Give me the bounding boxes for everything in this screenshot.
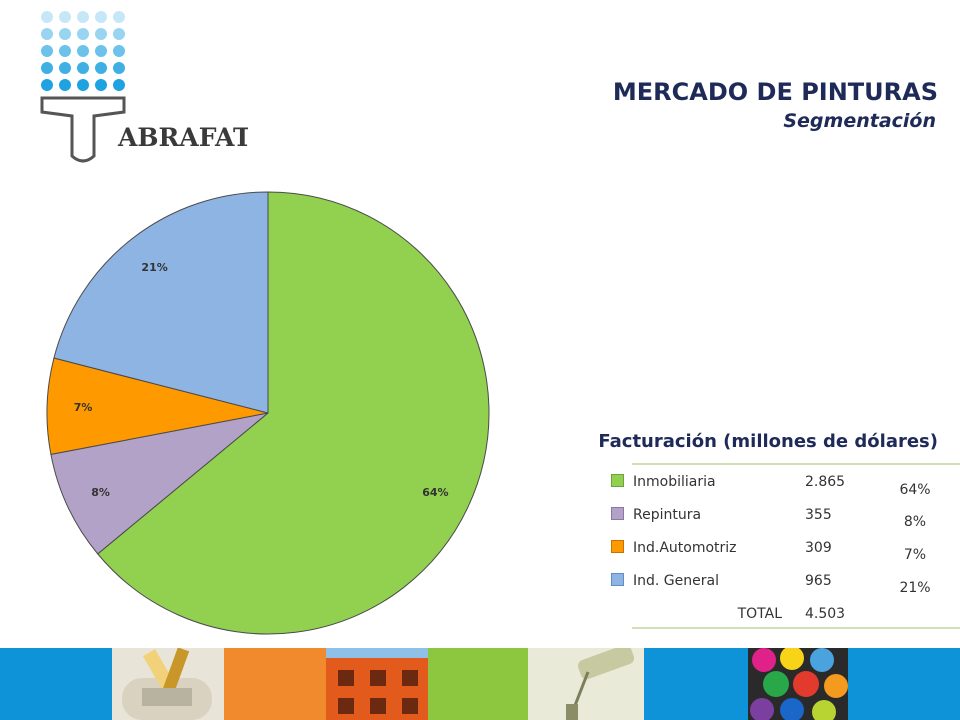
strip-blue-block-2 [644, 648, 748, 720]
logo-text: ABRAFATI [117, 123, 248, 152]
table-top-rule [632, 463, 960, 465]
row-pct-general: 21% [899, 580, 931, 596]
row-pct-automotriz: 7% [903, 547, 927, 563]
row-value-inmobiliaria: 2.865 [805, 474, 846, 490]
pie-slice-1 [50, 412, 269, 555]
strip-blue-block [0, 648, 112, 720]
row-label-repintura: Repintura [633, 507, 702, 523]
row-label-automotriz: Ind.Automotriz [633, 540, 737, 556]
row-value-repintura: 355 [805, 507, 832, 523]
row-value-automotriz: 309 [805, 540, 832, 556]
strip-blue-block-3 [848, 648, 960, 720]
paint-cans-photo [748, 648, 848, 720]
pie-slice-3 [53, 191, 269, 414]
row-pct-repintura: 8% [903, 514, 927, 530]
pie-label-1: 8% [91, 486, 110, 499]
strip-green-block [428, 648, 528, 720]
row-label-general: Ind. General [633, 573, 719, 589]
legend-swatch-general [611, 573, 624, 586]
pie-label-3: 21% [141, 261, 167, 274]
page-title: MERCADO DE PINTURAS [612, 78, 938, 106]
paint-brushes-photo [112, 648, 224, 720]
legend-swatch-automotriz [611, 540, 624, 553]
pie-slice-0 [97, 191, 490, 635]
row-label-inmobiliaria: Inmobiliaria [633, 474, 716, 490]
legend-swatch-repintura [611, 507, 624, 520]
total-label: TOTAL [737, 606, 782, 622]
legend-swatch-inmobiliaria [611, 474, 624, 487]
row-pct-inmobiliaria: 64% [899, 482, 931, 498]
row-value-general: 965 [805, 573, 832, 589]
page-subtitle: Segmentación [783, 110, 936, 132]
total-value: 4.503 [805, 606, 846, 622]
pie-label-2: 7% [74, 401, 93, 414]
logo-dots [41, 11, 125, 91]
table-title: Facturación (millones de dólares) [598, 431, 938, 452]
orange-building-photo [326, 648, 428, 720]
strip-orange-block [224, 648, 326, 720]
brush-handle-icon [40, 96, 126, 163]
pie-label-0: 64% [422, 486, 448, 499]
abrafati-logo: ABRAFATI [40, 11, 248, 163]
paint-roller-photo [528, 648, 644, 720]
table-bottom-rule [632, 627, 960, 629]
